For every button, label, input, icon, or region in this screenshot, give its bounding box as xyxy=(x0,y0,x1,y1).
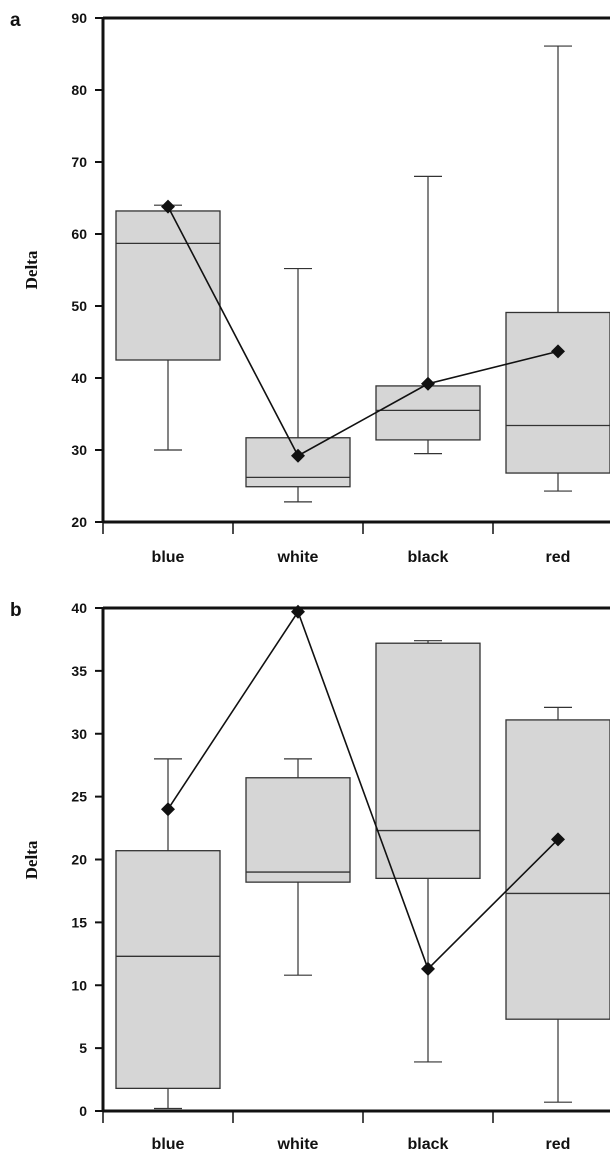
y-tick-label: 70 xyxy=(71,154,87,170)
y-tick-label: 40 xyxy=(71,600,87,616)
box-blue xyxy=(115,758,221,1110)
panel-b: b Delta 0 5 10 15 20 25 30 35 40 blue white black red xyxy=(10,600,610,1153)
box-red xyxy=(505,706,610,1103)
box-black xyxy=(375,175,481,455)
box-black xyxy=(375,640,481,1063)
mean-marker xyxy=(291,604,305,619)
x-tick-label: blue xyxy=(152,549,185,566)
panel-letter: a xyxy=(10,10,21,31)
x-tick-label: red xyxy=(546,1136,571,1153)
mean-marker xyxy=(161,802,175,817)
box-body xyxy=(505,719,610,1020)
y-tick-label: 5 xyxy=(79,1040,87,1056)
y-tick-label: 20 xyxy=(71,514,87,530)
y-axis-label: Delta xyxy=(22,250,41,289)
box-white xyxy=(245,758,351,976)
box-body xyxy=(375,642,481,880)
y-tick-label: 40 xyxy=(71,370,87,386)
x-tick-label: red xyxy=(546,549,571,566)
box-red xyxy=(505,45,610,492)
mean-line xyxy=(167,610,559,971)
y-tick-label: 0 xyxy=(79,1103,87,1119)
x-tick-label: black xyxy=(408,549,449,566)
y-tick-label: 20 xyxy=(71,852,87,868)
mean-marker xyxy=(161,199,175,214)
mean-marker xyxy=(551,344,565,359)
box-blue xyxy=(115,204,221,451)
box-white xyxy=(245,267,351,503)
x-tick-label: blue xyxy=(152,1136,185,1153)
y-tick-label: 60 xyxy=(71,226,87,242)
panel-letter: b xyxy=(10,600,22,621)
y-tick-label: 10 xyxy=(71,977,87,993)
y-tick-label: 30 xyxy=(71,726,87,742)
mean-line xyxy=(167,206,559,457)
y-tick-label: 15 xyxy=(71,914,87,930)
y-tick-label: 35 xyxy=(71,663,87,679)
box-body xyxy=(505,311,610,474)
y-tick-label: 80 xyxy=(71,82,87,98)
box-body xyxy=(375,385,481,441)
mean-marker xyxy=(421,376,435,391)
mean-marker xyxy=(551,832,565,847)
box-body xyxy=(245,777,351,883)
mean-marker xyxy=(421,961,435,976)
y-tick-label: 90 xyxy=(71,10,87,26)
x-tick-label: white xyxy=(277,1136,319,1153)
box-body xyxy=(115,850,221,1090)
box-body xyxy=(115,210,221,361)
x-tick-label: white xyxy=(277,549,319,566)
y-tick-label: 25 xyxy=(71,789,87,805)
x-tick-label: black xyxy=(408,1136,449,1153)
mean-marker xyxy=(291,448,305,463)
y-tick-label: 50 xyxy=(71,298,87,314)
y-axis-label: Delta xyxy=(22,840,41,879)
panel-a: a Delta 20 30 40 50 60 70 80 90 blue white black red xyxy=(10,10,610,566)
y-tick-label: 30 xyxy=(71,442,87,458)
